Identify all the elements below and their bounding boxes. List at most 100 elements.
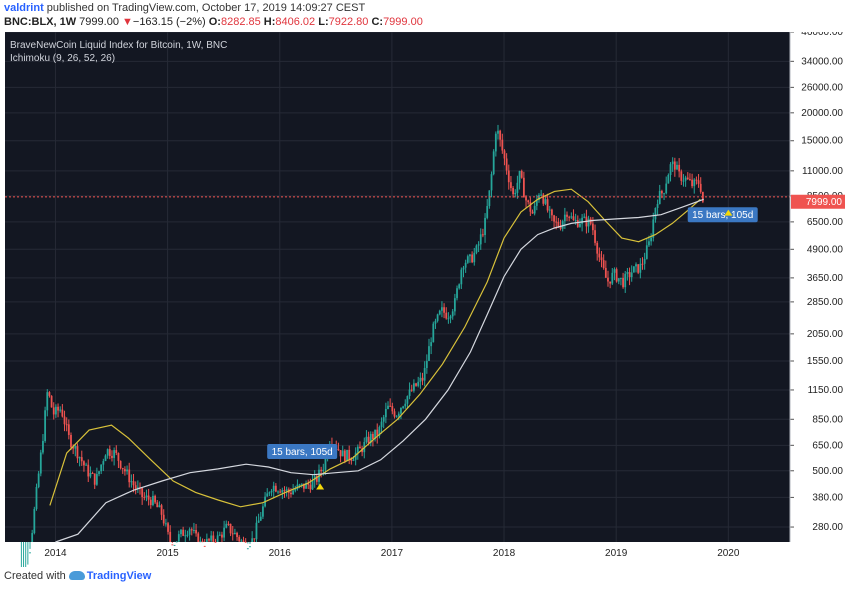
candle-body bbox=[469, 254, 471, 257]
candle-body bbox=[193, 529, 195, 531]
candle-body bbox=[484, 217, 486, 236]
ohlc-line: BNC:BLX, 1W 7999.00 ▼−163.15 (−2%) O:828… bbox=[4, 16, 423, 28]
candle-body bbox=[628, 272, 631, 278]
candle-body bbox=[639, 263, 642, 273]
candle-body bbox=[111, 455, 113, 458]
candle-body bbox=[415, 383, 417, 386]
ma-yellow-line bbox=[49, 188, 701, 508]
candle-body bbox=[242, 540, 245, 542]
candle-body bbox=[95, 474, 98, 485]
candle-body bbox=[600, 257, 603, 261]
marker-triangle-icon bbox=[724, 209, 733, 216]
candle-body bbox=[229, 523, 232, 534]
candle-body bbox=[238, 537, 241, 542]
candle-body bbox=[173, 544, 176, 546]
candle-body bbox=[617, 278, 620, 282]
candle-body bbox=[341, 450, 344, 457]
candle-body bbox=[63, 416, 66, 425]
candle-body bbox=[113, 450, 116, 458]
y-axis-ticks: 280.00 380.00 500.00 650.00 850.00 1150.00 155… bbox=[790, 32, 843, 533]
candle-body bbox=[324, 458, 327, 470]
candle-body bbox=[78, 457, 81, 459]
candle-body bbox=[518, 170, 521, 183]
candle-body bbox=[451, 311, 454, 317]
open-label: O: bbox=[208, 16, 221, 28]
candle-body bbox=[665, 183, 668, 194]
candle-body bbox=[443, 307, 445, 313]
tradingview-brand-link[interactable]: TradingView bbox=[86, 570, 152, 582]
candle-body bbox=[607, 277, 609, 282]
candle-body bbox=[499, 130, 502, 140]
candle-body bbox=[320, 469, 323, 472]
candle-body bbox=[177, 534, 180, 542]
y-tick-label: 4900.00 bbox=[807, 244, 844, 255]
y-tick-label: 280.00 bbox=[812, 522, 843, 533]
y-axis[interactable] bbox=[790, 32, 845, 542]
x-tick-label: 2017 bbox=[381, 548, 404, 559]
candle-body bbox=[236, 532, 238, 538]
candle-body bbox=[579, 223, 581, 227]
price-chart[interactable]: 15 bars, 105d 15 bars, 105d 280.00 380.00 5… bbox=[0, 32, 850, 567]
candle-body bbox=[343, 450, 346, 461]
candle-body bbox=[210, 535, 213, 541]
candle-body bbox=[542, 194, 545, 204]
candle-body bbox=[246, 548, 249, 550]
plot-area[interactable] bbox=[5, 32, 790, 542]
candle-body bbox=[626, 272, 629, 274]
candle-body bbox=[270, 490, 273, 493]
candle-body bbox=[559, 226, 562, 229]
range-label-bg bbox=[687, 207, 758, 223]
candle-body bbox=[203, 545, 206, 547]
y-tick-label: 15000.00 bbox=[801, 136, 843, 147]
candle-body bbox=[42, 440, 44, 453]
candle-body bbox=[667, 174, 670, 184]
candle-body bbox=[365, 436, 368, 442]
y-tick-label: 1550.00 bbox=[807, 356, 844, 367]
candle-body bbox=[445, 312, 448, 319]
candle-body bbox=[494, 133, 497, 152]
y-tick-label: 1150.00 bbox=[808, 385, 844, 396]
published-text: published on TradingView.com, October 17… bbox=[46, 2, 366, 14]
candle-body bbox=[169, 531, 172, 542]
candle-body bbox=[421, 377, 424, 381]
candle-body bbox=[566, 214, 568, 217]
candle-body bbox=[208, 538, 210, 541]
candle-body bbox=[100, 464, 103, 472]
candle-body bbox=[337, 448, 340, 451]
candle-body bbox=[348, 449, 351, 460]
candle-body bbox=[680, 171, 683, 181]
candle-body bbox=[201, 541, 204, 543]
candle-body bbox=[156, 502, 159, 508]
candle-body bbox=[576, 220, 579, 227]
candle-body bbox=[80, 457, 83, 462]
candle-body bbox=[300, 483, 303, 485]
candle-body bbox=[266, 493, 269, 497]
candle-body bbox=[130, 481, 133, 483]
candle-body bbox=[473, 252, 476, 263]
chart-legend-title: BraveNewCoin Liquid Index for Bitcoin, 1… bbox=[10, 40, 227, 51]
candle-body bbox=[604, 267, 607, 278]
candle-body bbox=[428, 346, 430, 361]
candle-body bbox=[262, 506, 264, 517]
low-label: L: bbox=[318, 16, 329, 28]
candle-body bbox=[61, 409, 64, 417]
author-link[interactable]: valdrint bbox=[4, 2, 44, 14]
candle-body bbox=[408, 389, 411, 397]
candle-body bbox=[307, 482, 310, 485]
candle-body bbox=[277, 491, 279, 493]
candle-body bbox=[462, 267, 465, 270]
candle-body bbox=[676, 164, 678, 170]
candle-body bbox=[175, 541, 178, 543]
candle-body bbox=[46, 392, 49, 411]
high-value: 8406.02 bbox=[275, 16, 316, 28]
candle-body bbox=[643, 258, 646, 264]
candle-body bbox=[544, 199, 547, 204]
candle-body bbox=[214, 541, 217, 543]
candle-body bbox=[199, 541, 202, 543]
candle-body bbox=[305, 482, 307, 489]
candle-body bbox=[684, 177, 687, 181]
candle-body bbox=[52, 407, 55, 415]
candle-body bbox=[134, 485, 137, 489]
candle-body bbox=[660, 190, 663, 194]
candle-body bbox=[671, 161, 674, 165]
